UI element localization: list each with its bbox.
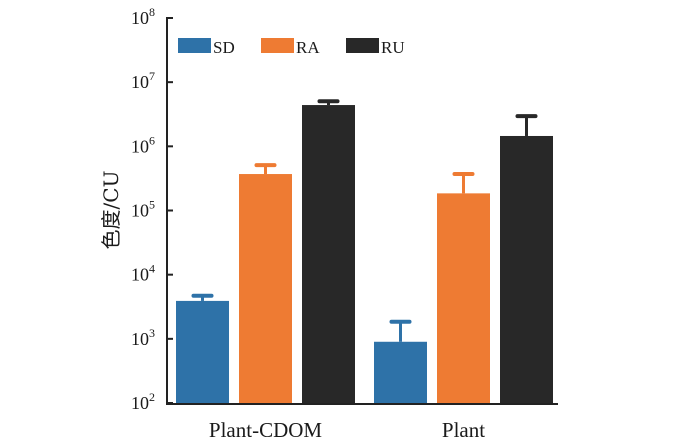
legend-swatch-ra: [261, 38, 294, 53]
error-bars-group: [191, 99, 538, 342]
bars-group: [176, 105, 553, 404]
bar-ra-plant: [437, 193, 490, 403]
axes-group: [166, 17, 558, 405]
y-tick-label: 107: [131, 69, 155, 92]
x-category-label: Plant: [442, 418, 485, 442]
y-tick-label: 105: [131, 198, 155, 221]
y-tick-label: 106: [131, 133, 155, 156]
y-tick-label: 102: [131, 390, 155, 413]
y-tick-label: 108: [131, 5, 155, 28]
bar-ru-plant: [500, 135, 553, 403]
y-tick-label: 104: [131, 262, 155, 285]
bar-ra-plant-cdom: [239, 174, 292, 403]
bar-ru-plant-cdom: [302, 105, 355, 404]
legend-label-ra: RA: [296, 38, 320, 57]
y-axis-label: 色度/CU: [99, 171, 123, 250]
legend-swatch-ru: [346, 38, 379, 53]
y-axis-label-group: 色度/CU: [99, 171, 123, 250]
y-tick-label: 103: [131, 326, 155, 349]
y-axis-ticks: 102 103 104 105 106 107 108: [131, 5, 173, 413]
x-axis-category-labels: Plant-CDOM Plant: [209, 418, 485, 442]
bar-sd-plant: [374, 341, 427, 403]
bar-sd-plant-cdom: [176, 300, 229, 403]
legend-swatch-sd: [178, 38, 211, 53]
legend-label-sd: SD: [213, 38, 235, 57]
legend-label-ru: RU: [381, 38, 405, 57]
x-category-label: Plant-CDOM: [209, 418, 323, 442]
legend: SD RA RU: [178, 38, 405, 57]
